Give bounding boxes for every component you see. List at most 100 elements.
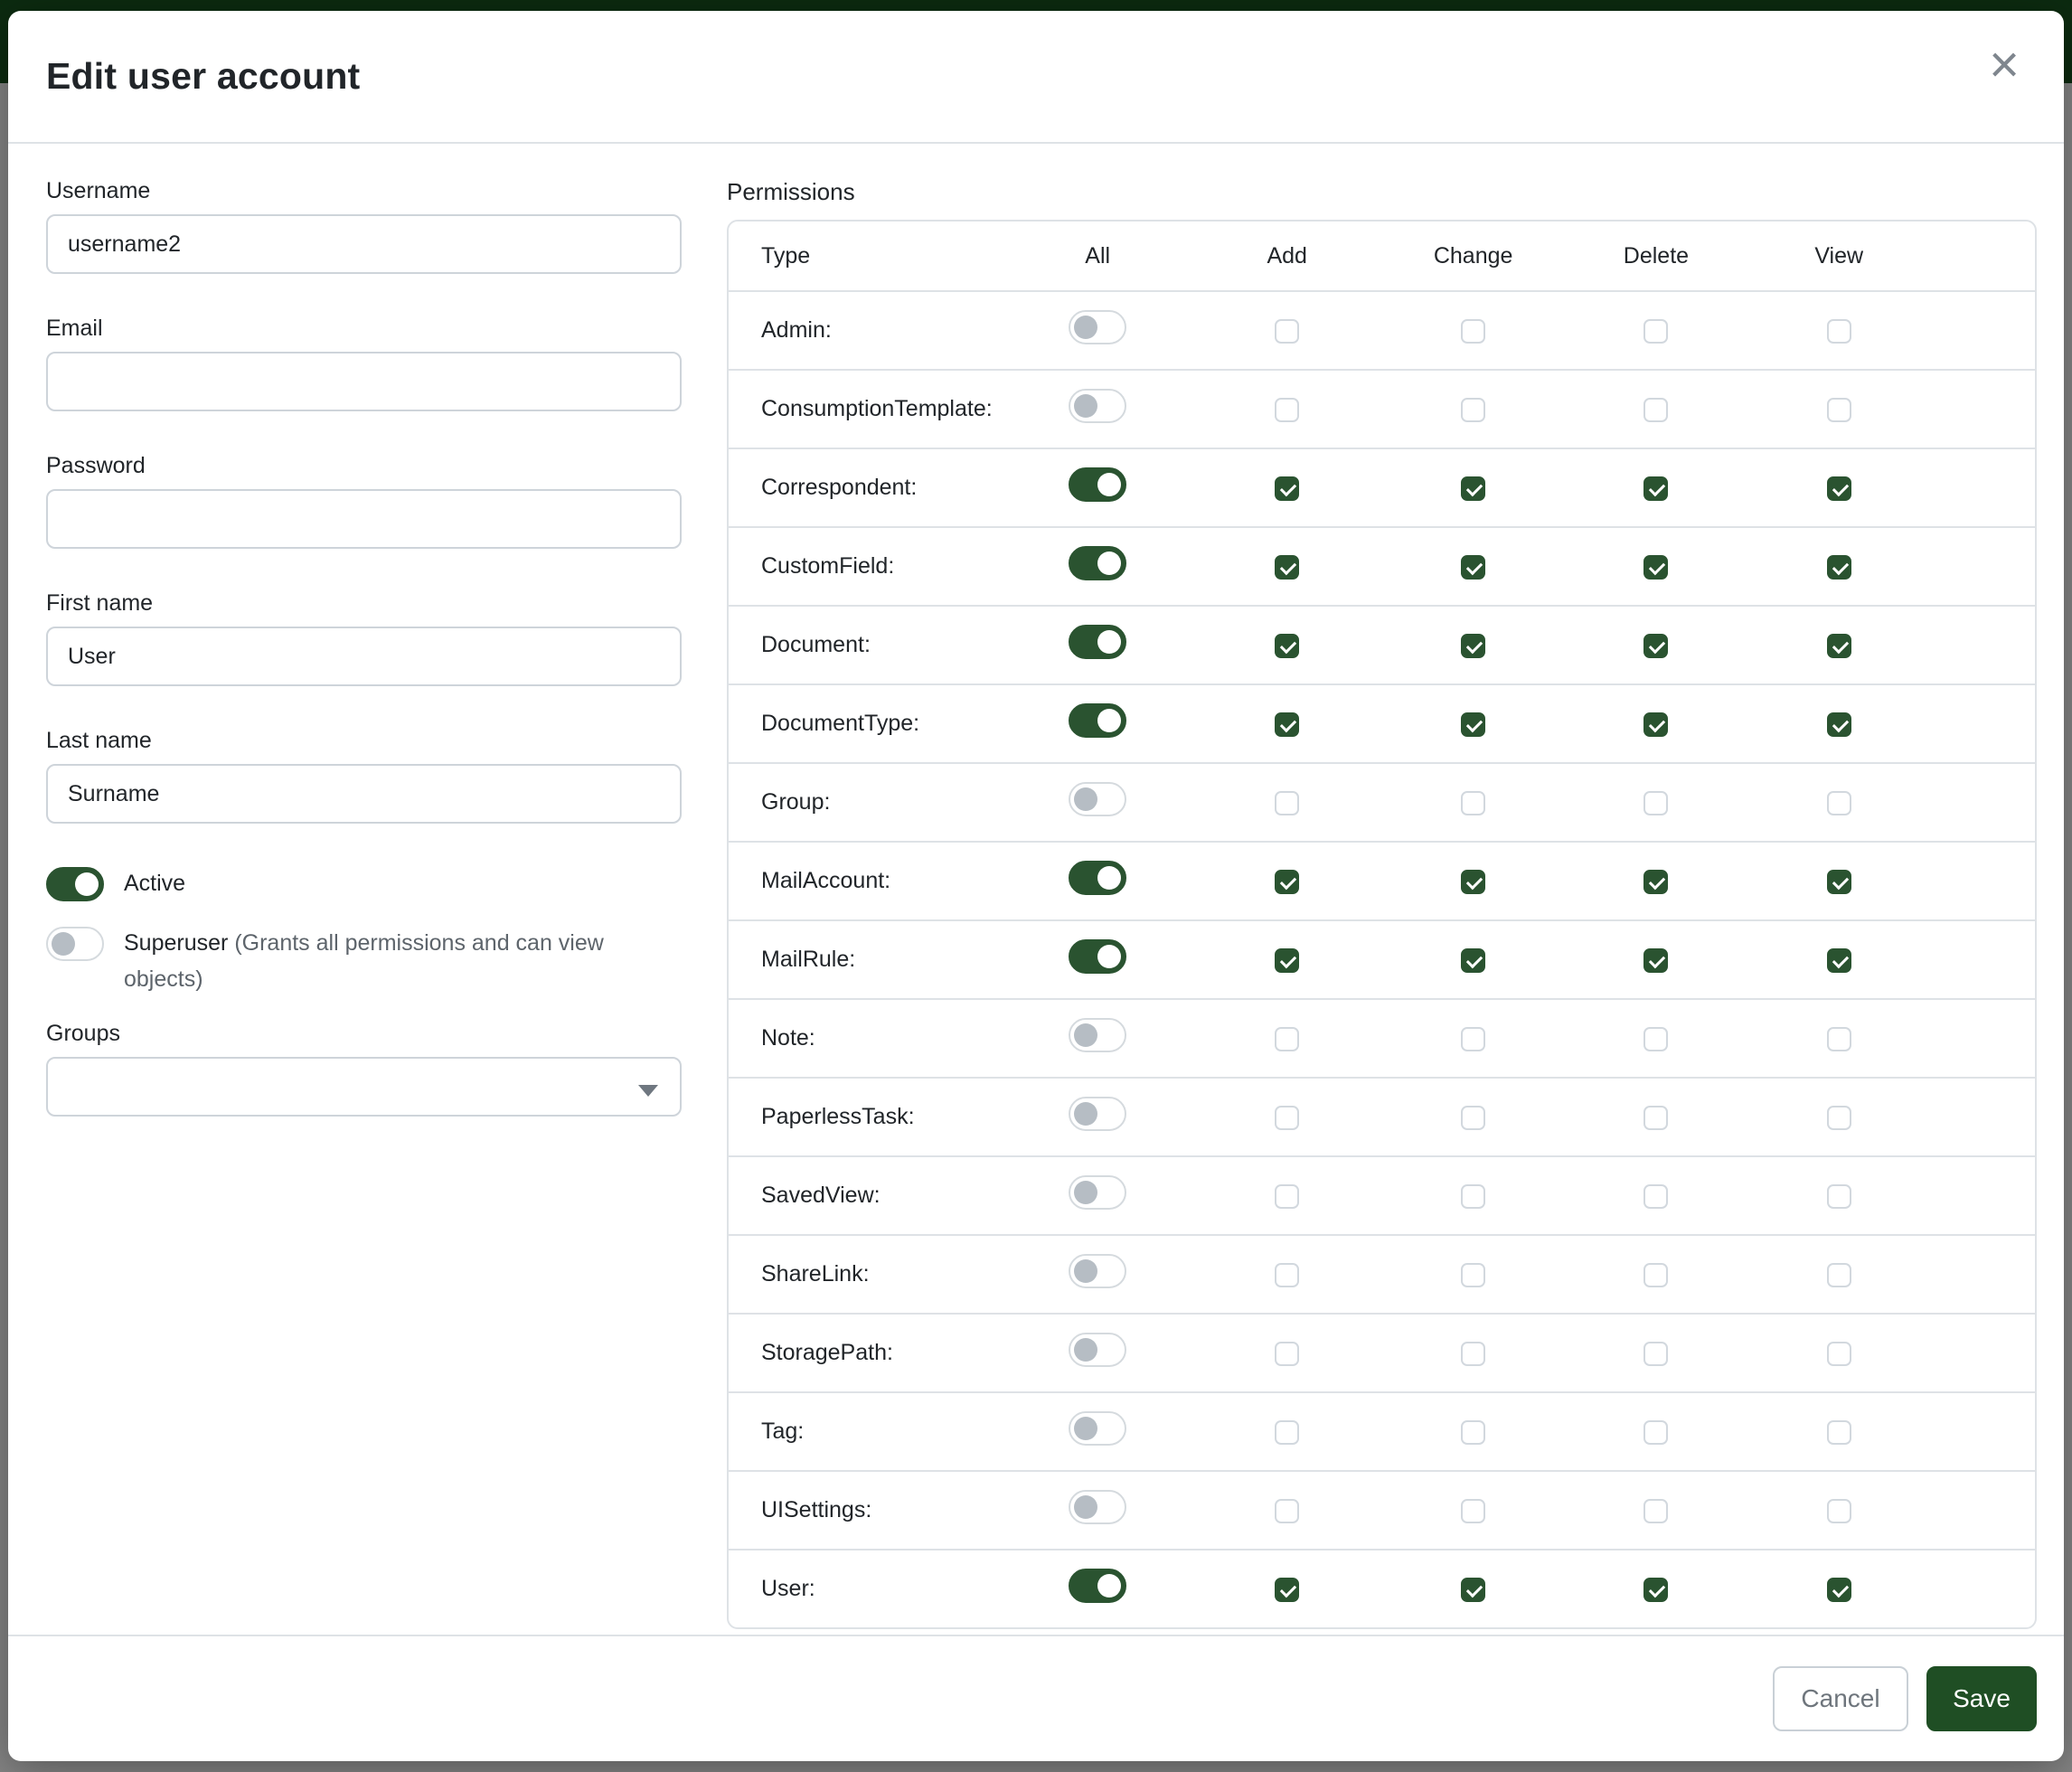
- first-name-field[interactable]: [46, 627, 682, 686]
- cancel-button[interactable]: Cancel: [1773, 1666, 1908, 1731]
- permission-type-label: ShareLink:: [761, 1261, 870, 1287]
- add-checkbox[interactable]: [1275, 869, 1300, 894]
- delete-checkbox[interactable]: [1643, 1026, 1669, 1051]
- delete-checkbox[interactable]: [1643, 397, 1669, 422]
- all-toggle[interactable]: [1069, 939, 1127, 974]
- delete-checkbox[interactable]: [1643, 947, 1669, 973]
- all-toggle[interactable]: [1069, 1097, 1127, 1131]
- change-checkbox[interactable]: [1461, 1577, 1486, 1602]
- delete-checkbox[interactable]: [1643, 554, 1669, 580]
- delete-checkbox[interactable]: [1643, 1105, 1669, 1130]
- username-input[interactable]: [46, 214, 682, 274]
- delete-checkbox[interactable]: [1643, 712, 1669, 737]
- add-checkbox[interactable]: [1275, 1341, 1300, 1366]
- view-checkbox[interactable]: [1826, 1577, 1851, 1602]
- view-checkbox[interactable]: [1826, 712, 1851, 737]
- view-checkbox[interactable]: [1826, 1498, 1851, 1523]
- all-toggle[interactable]: [1069, 389, 1127, 423]
- change-checkbox[interactable]: [1461, 790, 1486, 815]
- all-toggle[interactable]: [1069, 467, 1127, 502]
- add-checkbox[interactable]: [1275, 397, 1300, 422]
- add-checkbox[interactable]: [1275, 476, 1300, 501]
- view-checkbox[interactable]: [1826, 869, 1851, 894]
- close-icon[interactable]: ×: [1975, 36, 2033, 94]
- add-checkbox[interactable]: [1275, 1498, 1300, 1523]
- add-checkbox[interactable]: [1275, 712, 1300, 737]
- user-form: Username Email Password First name Last …: [46, 178, 682, 1635]
- email-field[interactable]: [46, 352, 682, 411]
- add-checkbox[interactable]: [1275, 318, 1300, 344]
- delete-checkbox[interactable]: [1643, 1183, 1669, 1209]
- groups-select[interactable]: [46, 1057, 682, 1117]
- view-checkbox[interactable]: [1826, 1262, 1851, 1287]
- all-toggle[interactable]: [1069, 1411, 1127, 1446]
- view-checkbox[interactable]: [1826, 1419, 1851, 1445]
- last-name-field[interactable]: [46, 764, 682, 824]
- change-checkbox[interactable]: [1461, 1183, 1486, 1209]
- add-checkbox[interactable]: [1275, 1183, 1300, 1209]
- view-checkbox[interactable]: [1826, 476, 1851, 501]
- delete-checkbox[interactable]: [1643, 790, 1669, 815]
- all-toggle[interactable]: [1069, 703, 1127, 738]
- view-checkbox[interactable]: [1826, 633, 1851, 658]
- delete-checkbox[interactable]: [1643, 1341, 1669, 1366]
- change-checkbox[interactable]: [1461, 947, 1486, 973]
- all-toggle[interactable]: [1069, 1254, 1127, 1288]
- change-checkbox[interactable]: [1461, 397, 1486, 422]
- change-checkbox[interactable]: [1461, 1341, 1486, 1366]
- permissions-label: Permissions: [727, 178, 855, 205]
- password-field[interactable]: [46, 489, 682, 549]
- change-checkbox[interactable]: [1461, 1419, 1486, 1445]
- add-checkbox[interactable]: [1275, 1262, 1300, 1287]
- all-toggle[interactable]: [1069, 861, 1127, 895]
- view-checkbox[interactable]: [1826, 1341, 1851, 1366]
- save-button[interactable]: Save: [1926, 1666, 2037, 1731]
- add-checkbox[interactable]: [1275, 1577, 1300, 1602]
- view-checkbox[interactable]: [1826, 554, 1851, 580]
- view-checkbox[interactable]: [1826, 397, 1851, 422]
- all-toggle[interactable]: [1069, 1018, 1127, 1052]
- delete-checkbox[interactable]: [1643, 1498, 1669, 1523]
- add-checkbox[interactable]: [1275, 1419, 1300, 1445]
- add-checkbox[interactable]: [1275, 790, 1300, 815]
- toggle-knob: [1074, 1495, 1098, 1519]
- add-checkbox[interactable]: [1275, 1026, 1300, 1051]
- view-checkbox[interactable]: [1826, 1183, 1851, 1209]
- all-toggle[interactable]: [1069, 782, 1127, 816]
- view-checkbox[interactable]: [1826, 1105, 1851, 1130]
- change-checkbox[interactable]: [1461, 318, 1486, 344]
- view-checkbox[interactable]: [1826, 790, 1851, 815]
- delete-checkbox[interactable]: [1643, 1419, 1669, 1445]
- all-toggle[interactable]: [1069, 1175, 1127, 1210]
- add-checkbox[interactable]: [1275, 554, 1300, 580]
- view-checkbox[interactable]: [1826, 318, 1851, 344]
- all-toggle[interactable]: [1069, 546, 1127, 580]
- add-checkbox[interactable]: [1275, 1105, 1300, 1130]
- all-toggle[interactable]: [1069, 1490, 1127, 1524]
- delete-checkbox[interactable]: [1643, 633, 1669, 658]
- add-checkbox[interactable]: [1275, 633, 1300, 658]
- view-checkbox[interactable]: [1826, 947, 1851, 973]
- delete-checkbox[interactable]: [1643, 476, 1669, 501]
- view-checkbox[interactable]: [1826, 1026, 1851, 1051]
- all-toggle[interactable]: [1069, 310, 1127, 344]
- change-checkbox[interactable]: [1461, 554, 1486, 580]
- delete-checkbox[interactable]: [1643, 1262, 1669, 1287]
- change-checkbox[interactable]: [1461, 712, 1486, 737]
- change-checkbox[interactable]: [1461, 869, 1486, 894]
- superuser-toggle[interactable]: [46, 927, 104, 961]
- change-checkbox[interactable]: [1461, 1498, 1486, 1523]
- all-toggle[interactable]: [1069, 1569, 1127, 1603]
- add-checkbox[interactable]: [1275, 947, 1300, 973]
- change-checkbox[interactable]: [1461, 476, 1486, 501]
- all-toggle[interactable]: [1069, 625, 1127, 659]
- delete-checkbox[interactable]: [1643, 318, 1669, 344]
- active-toggle[interactable]: [46, 867, 104, 901]
- delete-checkbox[interactable]: [1643, 1577, 1669, 1602]
- change-checkbox[interactable]: [1461, 1026, 1486, 1051]
- change-checkbox[interactable]: [1461, 1262, 1486, 1287]
- change-checkbox[interactable]: [1461, 633, 1486, 658]
- delete-checkbox[interactable]: [1643, 869, 1669, 894]
- change-checkbox[interactable]: [1461, 1105, 1486, 1130]
- all-toggle[interactable]: [1069, 1333, 1127, 1367]
